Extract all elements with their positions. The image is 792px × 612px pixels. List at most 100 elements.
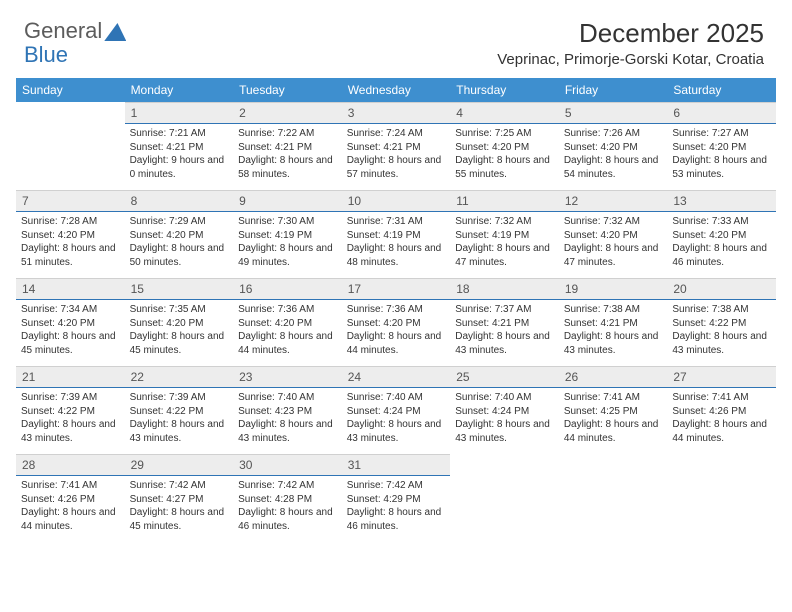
sunrise-text: Sunrise: 7:32 AM	[564, 215, 663, 229]
day-body: Sunrise: 7:41 AMSunset: 4:25 PMDaylight:…	[559, 388, 668, 447]
daylight-text: Daylight: 8 hours and 44 minutes.	[564, 418, 663, 445]
day-body: Sunrise: 7:38 AMSunset: 4:22 PMDaylight:…	[667, 300, 776, 359]
day-number: 25	[450, 366, 559, 388]
calendar-cell: 19Sunrise: 7:38 AMSunset: 4:21 PMDayligh…	[559, 278, 668, 366]
day-number: 1	[125, 102, 234, 124]
daylight-text: Daylight: 8 hours and 45 minutes.	[130, 506, 229, 533]
calendar-cell	[16, 102, 125, 190]
sunrise-text: Sunrise: 7:22 AM	[238, 127, 337, 141]
day-body: Sunrise: 7:40 AMSunset: 4:24 PMDaylight:…	[450, 388, 559, 447]
calendar-cell	[667, 454, 776, 542]
calendar-cell: 5Sunrise: 7:26 AMSunset: 4:20 PMDaylight…	[559, 102, 668, 190]
day-body: Sunrise: 7:38 AMSunset: 4:21 PMDaylight:…	[559, 300, 668, 359]
title-block: December 2025 Veprinac, Primorje-Gorski …	[497, 18, 764, 68]
day-body: Sunrise: 7:32 AMSunset: 4:19 PMDaylight:…	[450, 212, 559, 271]
day-number: 6	[667, 102, 776, 124]
day-number: 10	[342, 190, 451, 212]
day-body: Sunrise: 7:33 AMSunset: 4:20 PMDaylight:…	[667, 212, 776, 271]
logo: General	[24, 18, 126, 44]
sunset-text: Sunset: 4:24 PM	[347, 405, 446, 419]
sunset-text: Sunset: 4:23 PM	[238, 405, 337, 419]
sunset-text: Sunset: 4:20 PM	[672, 229, 771, 243]
sunset-text: Sunset: 4:20 PM	[672, 141, 771, 155]
calendar-cell: 11Sunrise: 7:32 AMSunset: 4:19 PMDayligh…	[450, 190, 559, 278]
calendar-cell: 31Sunrise: 7:42 AMSunset: 4:29 PMDayligh…	[342, 454, 451, 542]
sunset-text: Sunset: 4:24 PM	[455, 405, 554, 419]
sunrise-text: Sunrise: 7:42 AM	[347, 479, 446, 493]
sunset-text: Sunset: 4:21 PM	[238, 141, 337, 155]
day-header: Wednesday	[342, 78, 451, 102]
calendar-cell: 12Sunrise: 7:32 AMSunset: 4:20 PMDayligh…	[559, 190, 668, 278]
calendar-cell: 30Sunrise: 7:42 AMSunset: 4:28 PMDayligh…	[233, 454, 342, 542]
sunset-text: Sunset: 4:27 PM	[130, 493, 229, 507]
sunset-text: Sunset: 4:20 PM	[21, 317, 120, 331]
day-number: 2	[233, 102, 342, 124]
sunset-text: Sunset: 4:19 PM	[455, 229, 554, 243]
day-number: 20	[667, 278, 776, 300]
day-body: Sunrise: 7:39 AMSunset: 4:22 PMDaylight:…	[125, 388, 234, 447]
sunset-text: Sunset: 4:21 PM	[130, 141, 229, 155]
day-body: Sunrise: 7:42 AMSunset: 4:27 PMDaylight:…	[125, 476, 234, 535]
daylight-text: Daylight: 8 hours and 43 minutes.	[347, 418, 446, 445]
calendar-body: 1Sunrise: 7:21 AMSunset: 4:21 PMDaylight…	[16, 102, 776, 542]
daylight-text: Daylight: 8 hours and 51 minutes.	[21, 242, 120, 269]
calendar-cell: 28Sunrise: 7:41 AMSunset: 4:26 PMDayligh…	[16, 454, 125, 542]
sunrise-text: Sunrise: 7:32 AM	[455, 215, 554, 229]
daylight-text: Daylight: 8 hours and 46 minutes.	[238, 506, 337, 533]
day-body: Sunrise: 7:34 AMSunset: 4:20 PMDaylight:…	[16, 300, 125, 359]
calendar-cell: 15Sunrise: 7:35 AMSunset: 4:20 PMDayligh…	[125, 278, 234, 366]
daylight-text: Daylight: 8 hours and 55 minutes.	[455, 154, 554, 181]
daylight-text: Daylight: 8 hours and 48 minutes.	[347, 242, 446, 269]
day-body: Sunrise: 7:39 AMSunset: 4:22 PMDaylight:…	[16, 388, 125, 447]
sunset-text: Sunset: 4:26 PM	[672, 405, 771, 419]
sunset-text: Sunset: 4:19 PM	[238, 229, 337, 243]
sunset-text: Sunset: 4:20 PM	[347, 317, 446, 331]
calendar-cell: 22Sunrise: 7:39 AMSunset: 4:22 PMDayligh…	[125, 366, 234, 454]
day-body: Sunrise: 7:26 AMSunset: 4:20 PMDaylight:…	[559, 124, 668, 183]
daylight-text: Daylight: 8 hours and 43 minutes.	[130, 418, 229, 445]
daylight-text: Daylight: 8 hours and 43 minutes.	[455, 418, 554, 445]
day-number: 5	[559, 102, 668, 124]
sunset-text: Sunset: 4:20 PM	[564, 141, 663, 155]
day-header: Sunday	[16, 78, 125, 102]
title-month: December 2025	[497, 18, 764, 49]
day-number: 7	[16, 190, 125, 212]
sunrise-text: Sunrise: 7:42 AM	[130, 479, 229, 493]
sunrise-text: Sunrise: 7:25 AM	[455, 127, 554, 141]
sunset-text: Sunset: 4:20 PM	[564, 229, 663, 243]
sunrise-text: Sunrise: 7:42 AM	[238, 479, 337, 493]
daylight-text: Daylight: 8 hours and 47 minutes.	[564, 242, 663, 269]
calendar-cell: 29Sunrise: 7:42 AMSunset: 4:27 PMDayligh…	[125, 454, 234, 542]
day-number: 21	[16, 366, 125, 388]
day-number: 22	[125, 366, 234, 388]
day-number: 27	[667, 366, 776, 388]
sunset-text: Sunset: 4:20 PM	[455, 141, 554, 155]
daylight-text: Daylight: 8 hours and 44 minutes.	[672, 418, 771, 445]
day-body: Sunrise: 7:41 AMSunset: 4:26 PMDaylight:…	[16, 476, 125, 535]
day-header: Monday	[125, 78, 234, 102]
sunrise-text: Sunrise: 7:36 AM	[347, 303, 446, 317]
calendar-cell: 20Sunrise: 7:38 AMSunset: 4:22 PMDayligh…	[667, 278, 776, 366]
day-header: Thursday	[450, 78, 559, 102]
sunrise-text: Sunrise: 7:33 AM	[672, 215, 771, 229]
day-header: Tuesday	[233, 78, 342, 102]
sunrise-text: Sunrise: 7:40 AM	[455, 391, 554, 405]
sunrise-text: Sunrise: 7:37 AM	[455, 303, 554, 317]
day-body: Sunrise: 7:25 AMSunset: 4:20 PMDaylight:…	[450, 124, 559, 183]
day-body: Sunrise: 7:32 AMSunset: 4:20 PMDaylight:…	[559, 212, 668, 271]
daylight-text: Daylight: 8 hours and 44 minutes.	[238, 330, 337, 357]
day-header: Saturday	[667, 78, 776, 102]
day-number: 13	[667, 190, 776, 212]
day-body: Sunrise: 7:30 AMSunset: 4:19 PMDaylight:…	[233, 212, 342, 271]
calendar-cell: 23Sunrise: 7:40 AMSunset: 4:23 PMDayligh…	[233, 366, 342, 454]
day-number: 18	[450, 278, 559, 300]
calendar-week: 21Sunrise: 7:39 AMSunset: 4:22 PMDayligh…	[16, 366, 776, 454]
sunset-text: Sunset: 4:19 PM	[347, 229, 446, 243]
calendar-week: 28Sunrise: 7:41 AMSunset: 4:26 PMDayligh…	[16, 454, 776, 542]
sunrise-text: Sunrise: 7:40 AM	[347, 391, 446, 405]
calendar-cell: 17Sunrise: 7:36 AMSunset: 4:20 PMDayligh…	[342, 278, 451, 366]
logo-text-2: Blue	[24, 42, 68, 68]
day-number: 4	[450, 102, 559, 124]
sunrise-text: Sunrise: 7:27 AM	[672, 127, 771, 141]
daylight-text: Daylight: 9 hours and 0 minutes.	[130, 154, 229, 181]
